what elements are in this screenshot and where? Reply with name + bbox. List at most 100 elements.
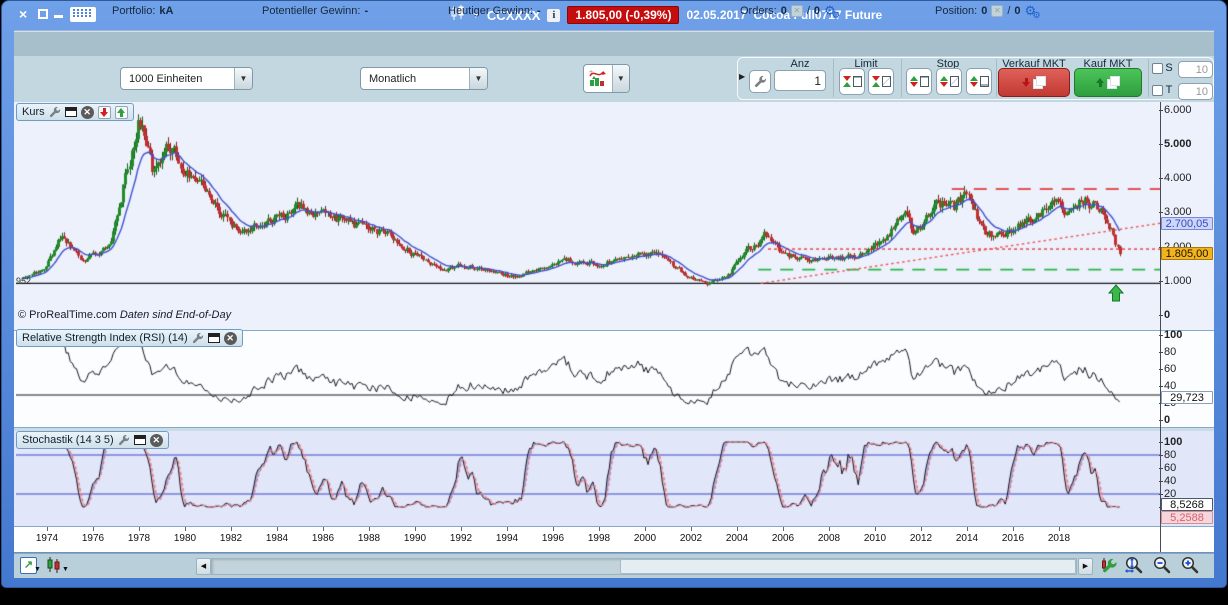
wrench-icon[interactable]: [192, 332, 204, 344]
close-icon[interactable]: ✕: [223, 331, 237, 345]
kurs-panel-header: Kurs ✕: [16, 103, 134, 121]
close-position-icon[interactable]: ✕: [991, 5, 1004, 17]
info-icon[interactable]: i: [547, 8, 561, 22]
chevron-down-icon: ▼: [469, 68, 487, 89]
year-tick: [507, 527, 508, 531]
ticker-symbol: CCXXXX: [486, 7, 541, 23]
year-tick: [461, 527, 462, 531]
units-dropdown[interactable]: 1000 Einheiten ▼: [120, 67, 253, 90]
rsi-axis-tick: 40: [1159, 380, 1210, 392]
stop-loss-input[interactable]: [1178, 61, 1213, 78]
year-tick: [369, 527, 370, 531]
year-tick: [967, 527, 968, 531]
zoom-in-icon[interactable]: [1180, 555, 1200, 580]
detach-window-icon[interactable]: [133, 435, 146, 445]
portfolio-field: Portfolio: kA: [112, 5, 174, 17]
window-maximize-icon[interactable]: [38, 9, 48, 19]
stop-loss-checkbox[interactable]: [1152, 63, 1163, 74]
window-close-icon[interactable]: ×: [19, 6, 28, 22]
sell-stop-order-button[interactable]: [936, 68, 962, 95]
year-label: 1982: [219, 533, 243, 544]
stoch-chart-canvas[interactable]: [16, 431, 1160, 526]
year-tick: [737, 527, 738, 531]
close-icon[interactable]: ✕: [149, 433, 163, 447]
year-tick: [691, 527, 692, 531]
chart-style-button[interactable]: + ▼: [583, 64, 630, 93]
scrollbar-thumb[interactable]: [620, 559, 1076, 574]
year-label: 2000: [633, 533, 657, 544]
year-label: 2004: [725, 533, 749, 544]
chart-type-candles-icon[interactable]: [46, 556, 62, 579]
year-label: 2008: [817, 533, 841, 544]
chevron-down-icon[interactable]: ▼: [62, 566, 69, 573]
cancel-orders-icon[interactable]: ✕: [790, 5, 803, 17]
timeframe-dropdown[interactable]: Monatlich ▼: [360, 67, 488, 90]
sell-arrow-button-icon[interactable]: [97, 105, 111, 119]
quantity-label: Anz: [790, 58, 810, 70]
order-docs-icon: [1033, 76, 1046, 89]
year-tick: [875, 527, 876, 531]
stop-label: Stop: [936, 58, 960, 70]
sell-limit-order-button[interactable]: [839, 68, 865, 95]
buy-sell-arrows-icon: [969, 76, 978, 87]
rsi-chart-canvas[interactable]: [16, 331, 1160, 427]
take-profit-checkbox[interactable]: [1152, 85, 1163, 96]
detach-window-icon[interactable]: [207, 333, 220, 343]
order-ticket-edit-icon: [949, 76, 959, 87]
stoch-axis-tick: 80: [1159, 449, 1210, 461]
wrench-icon[interactable]: [49, 106, 61, 118]
stop-loss-label: S: [1165, 62, 1173, 74]
stop-trailing-order-button[interactable]: [966, 68, 992, 95]
stoch-panel-title: Stochastik (14 3 5): [22, 434, 114, 446]
rsi-axis-tick: 60: [1159, 363, 1210, 375]
year-tick: [47, 527, 48, 531]
year-tick: [231, 527, 232, 531]
wrench-icon[interactable]: [118, 434, 130, 446]
order-settings-button[interactable]: [749, 70, 771, 93]
orders-gears-icon[interactable]: ⚙ ⚙: [824, 3, 841, 20]
keyboard-icon[interactable]: [70, 7, 96, 22]
stoch-axis-tick: 60: [1159, 462, 1210, 474]
sell-arrow-icon: [1022, 78, 1030, 87]
year-label: 1988: [357, 533, 381, 544]
horizontal-scrollbar[interactable]: [211, 558, 1077, 575]
potential-gain-field: Potentieller Gewinn: -: [262, 5, 369, 17]
detach-window-icon[interactable]: [64, 107, 77, 117]
year-tick: [645, 527, 646, 531]
buy-limit-order-button[interactable]: [868, 68, 894, 95]
scroll-left-button[interactable]: ◀: [196, 558, 211, 575]
wrench-icon: [754, 75, 766, 88]
sell-market-button[interactable]: [998, 68, 1070, 97]
share-chart-icon[interactable]: ↗: [20, 557, 37, 574]
window-minimize-icon[interactable]: [54, 15, 63, 18]
buy-stop-order-button[interactable]: [906, 68, 932, 95]
zoom-fit-icon[interactable]: [1124, 555, 1144, 580]
price-chart-canvas[interactable]: [16, 102, 1160, 330]
buy-market-button[interactable]: [1074, 68, 1142, 97]
take-profit-input[interactable]: [1178, 83, 1213, 100]
year-label: 2014: [955, 533, 979, 544]
chart-settings-wrench-icon[interactable]: [1100, 556, 1118, 579]
instrument-dropdown-caret[interactable]: ▼: [472, 10, 480, 20]
buy-arrow-button-icon[interactable]: [114, 105, 128, 119]
stoch-k-value-label: 8,5268: [1161, 498, 1213, 511]
year-tick: [1059, 527, 1060, 531]
rsi-axis-tick: 80: [1159, 346, 1210, 358]
chevron-down-icon[interactable]: ▼: [34, 566, 41, 573]
year-label: 1992: [449, 533, 473, 544]
stoch-axis-tick: 20: [1159, 488, 1210, 500]
buy-arrow-icon: [1096, 78, 1104, 87]
sell-buy-arrows-icon: [871, 76, 880, 87]
quantity-input[interactable]: [774, 70, 826, 91]
chart-style-icon: +: [584, 67, 612, 90]
position-gears-icon[interactable]: ⚙ ⚙: [1024, 3, 1041, 20]
year-label: 2012: [909, 533, 933, 544]
year-tick: [599, 527, 600, 531]
close-icon[interactable]: ✕: [80, 105, 94, 119]
year-label: 1980: [173, 533, 197, 544]
collapse-panel-arrow[interactable]: ▶: [739, 72, 746, 81]
buy-sell-arrows-icon: [939, 76, 948, 87]
zoom-out-icon[interactable]: [1152, 555, 1172, 580]
orders-field: Orders: 0 ✕ /0 ⚙ ⚙: [740, 3, 841, 20]
scroll-right-button[interactable]: ▶: [1078, 558, 1093, 575]
